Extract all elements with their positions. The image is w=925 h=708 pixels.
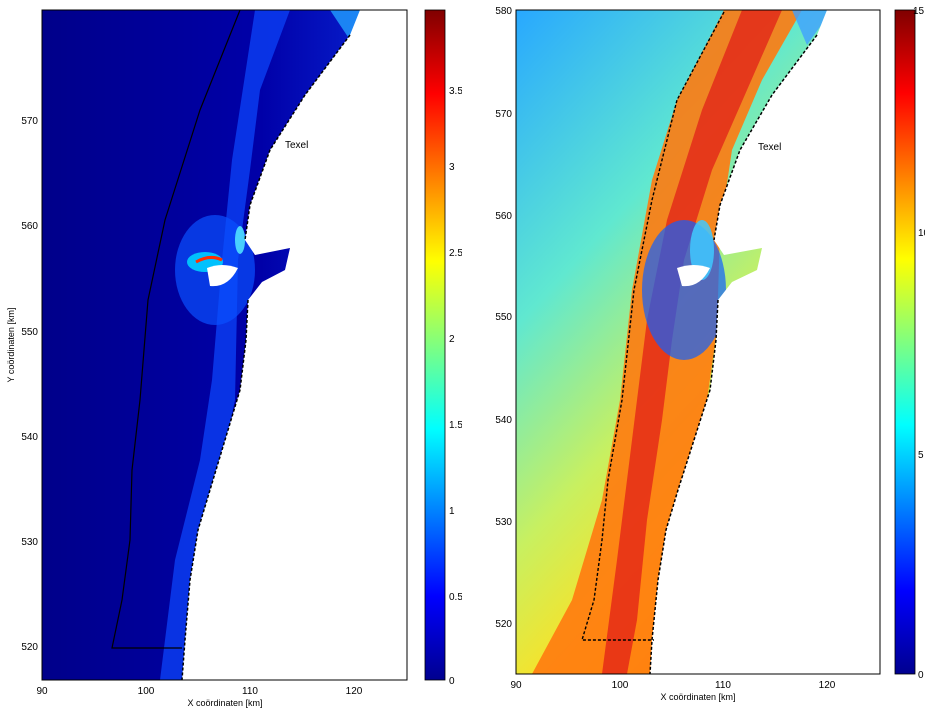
left-colorbar-ticks: 0 0.5 1 1.5 2 2.5 3 3.5: [449, 86, 462, 687]
left-y-tick: 540: [21, 432, 38, 443]
left-colorbar-tick: 3.5: [449, 86, 462, 97]
right-x-tick: 120: [819, 680, 836, 691]
right-y-tick-labels: 520 530 540 550 560 570 580: [495, 6, 512, 630]
right-y-tick: 540: [495, 415, 512, 426]
right-x-tick: 110: [715, 680, 731, 691]
left-colorbar-tick: 1.5: [449, 420, 462, 431]
right-x-tick: 100: [612, 680, 629, 691]
right-red-core: [602, 10, 782, 674]
right-colorbar-tick: 15: [913, 6, 925, 17]
left-colorbar-tick: 2: [449, 334, 455, 345]
left-inlet-red: [195, 255, 223, 264]
left-colorbar: [424, 9, 446, 681]
left-map-field: [42, 10, 407, 680]
right-north-inlet: [792, 10, 832, 45]
right-land-area: [650, 10, 880, 674]
left-island: [207, 265, 238, 287]
left-axes-frame: [41, 9, 408, 681]
left-y-tick: 550: [21, 327, 38, 338]
left-x-tick: 120: [346, 686, 363, 697]
left-x-tick: 90: [36, 686, 48, 697]
left-coastline: [181, 34, 351, 680]
right-map-svg: 520 530 540 550 560 570 580 90 100 110 1…: [495, 6, 925, 702]
left-colorbar-tick: 0.5: [449, 592, 462, 603]
left-x-tick: 100: [138, 686, 155, 697]
left-y-tick-labels: 520 530 540 550 560 570: [21, 116, 38, 653]
left-map-svg: 520 530 540 550 560 570 90 100 110 120 X…: [6, 9, 462, 708]
right-coastline: [649, 34, 818, 674]
left-x-tick: 110: [242, 686, 258, 697]
right-map-field: [516, 10, 880, 674]
right-island: [677, 265, 710, 287]
right-inlet-cyan: [690, 220, 714, 280]
left-nearshore-band: [160, 10, 290, 680]
right-x-axis-label: X coördinaten [km]: [660, 692, 735, 702]
right-colorbar-tick: 10: [918, 228, 925, 239]
left-y-tick: 530: [21, 537, 38, 548]
right-y-tick: 520: [495, 619, 512, 630]
left-y-tick: 520: [21, 642, 38, 653]
left-colorbar-tick: 2.5: [449, 248, 462, 259]
right-colorbar: [894, 9, 916, 675]
right-place-label-texel: Texel: [758, 142, 781, 153]
right-y-tick: 560: [495, 211, 512, 222]
right-y-tick: 530: [495, 517, 512, 528]
left-y-tick: 560: [21, 221, 38, 232]
right-y-tick: 570: [495, 109, 512, 120]
right-x-tick-labels: 90 100 110 120: [510, 680, 835, 691]
right-y-tick: 550: [495, 312, 512, 323]
left-y-axis-label: Y coördinaten [km]: [6, 308, 16, 383]
left-x-axis-label: X coördinaten [km]: [187, 698, 262, 708]
left-inlet-cyan-2: [235, 226, 245, 254]
left-colorbar-tick: 1: [449, 506, 455, 517]
left-place-label-texel: Texel: [285, 140, 308, 151]
right-axes-frame: [515, 9, 881, 675]
right-domain-boundary: [581, 11, 725, 641]
left-colorbar-tick: 3: [449, 162, 455, 173]
left-x-tick-labels: 90 100 110 120: [36, 686, 362, 697]
left-land-area: [182, 10, 407, 680]
right-colorbar-ticks: 0 5 10 15: [913, 6, 925, 681]
right-x-tick: 90: [510, 680, 522, 691]
right-y-tick: 580: [495, 6, 512, 17]
right-colorbar-tick: 0: [918, 670, 924, 681]
right-colorbar-tick: 5: [918, 450, 924, 461]
left-domain-boundary: [111, 10, 241, 649]
right-map-panel: 520 530 540 550 560 570 580 90 100 110 1…: [462, 0, 925, 708]
left-map-panel: 520 530 540 550 560 570 90 100 110 120 X…: [0, 0, 462, 708]
left-y-tick: 570: [21, 116, 38, 127]
left-colorbar-tick: 0: [449, 676, 455, 687]
